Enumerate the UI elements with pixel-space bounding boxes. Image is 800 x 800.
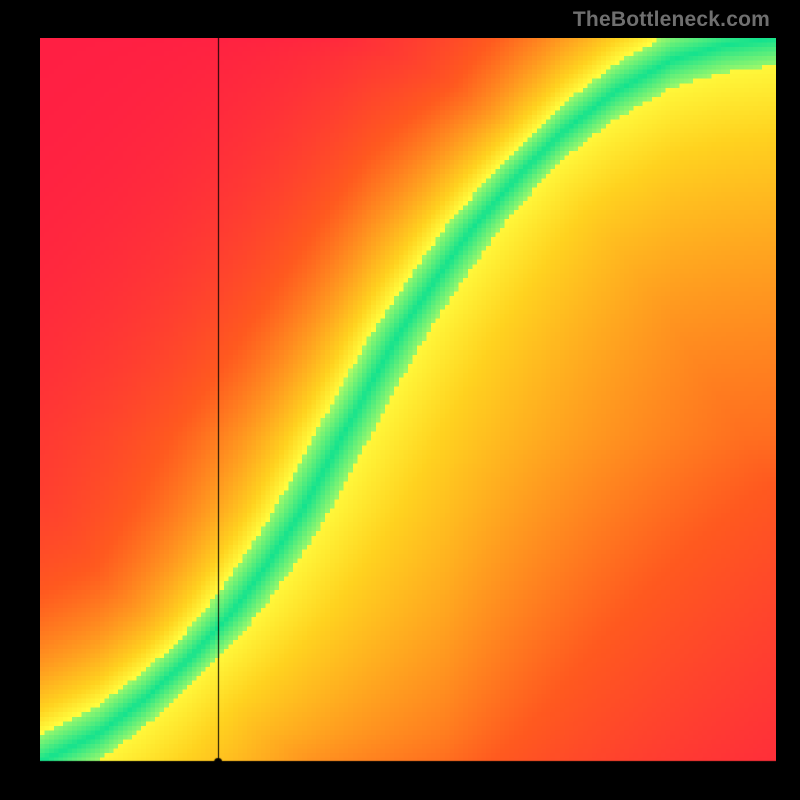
chart-frame: TheBottleneck.com bbox=[0, 0, 800, 800]
watermark-text: TheBottleneck.com bbox=[573, 8, 770, 32]
plot-area bbox=[40, 38, 776, 762]
heatmap-canvas bbox=[40, 38, 776, 762]
